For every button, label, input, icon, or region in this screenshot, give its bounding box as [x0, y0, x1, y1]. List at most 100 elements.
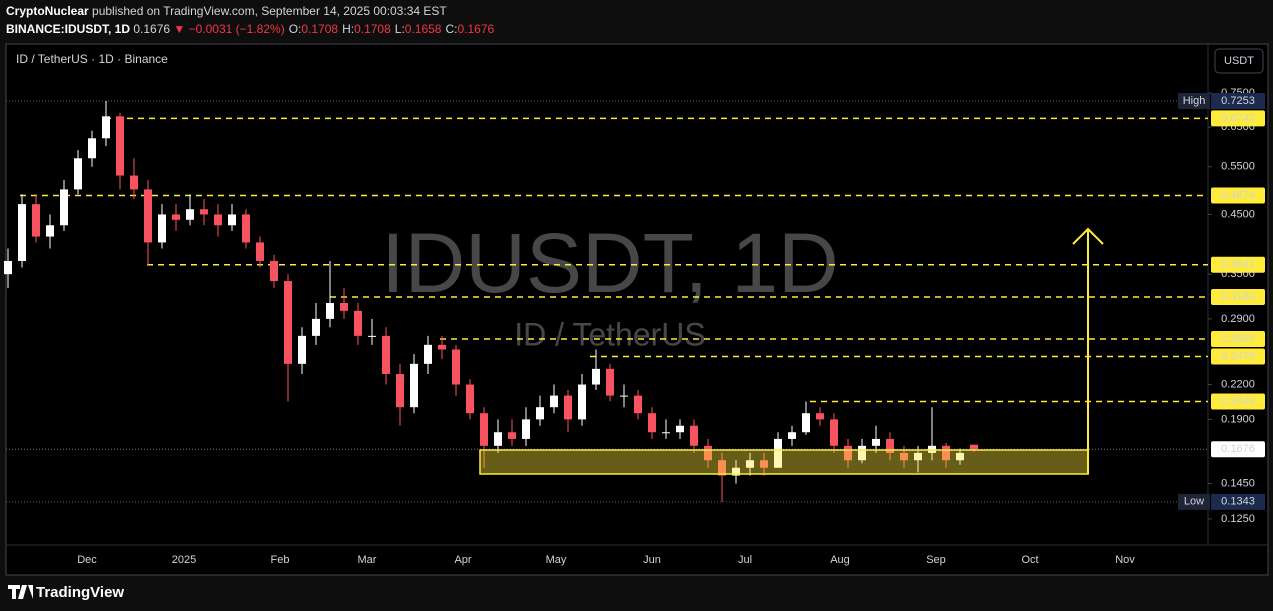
candle-body: [480, 413, 488, 446]
price-axis: 0.75000.65000.55000.45000.35000.29000.22…: [77, 87, 1265, 566]
candle-body: [130, 175, 138, 190]
author: CryptoNuclear: [6, 4, 89, 18]
level-label: 0.2475: [1221, 350, 1255, 362]
level-badge: [1211, 288, 1265, 305]
candle-body: [32, 204, 40, 237]
y-tick-label: 0.4500: [1221, 208, 1255, 220]
ohlc-key: O:: [289, 22, 302, 36]
candle-body: [396, 373, 404, 408]
x-tick-label: 2025: [172, 554, 196, 566]
candle-body: [634, 395, 642, 414]
candle-body: [858, 445, 866, 461]
ohlc-key: C:: [445, 22, 457, 36]
logo-mark: [8, 585, 33, 599]
extreme-tag: [1178, 493, 1210, 510]
x-tick-label: Oct: [1021, 554, 1038, 566]
candle-body: [900, 452, 908, 461]
brand: TradingView: [36, 584, 124, 601]
candle-body: [284, 281, 292, 364]
level-badge: [1211, 348, 1265, 365]
candle-body: [186, 209, 194, 220]
y-tick-label: 0.1900: [1221, 413, 1255, 425]
candle-body: [690, 425, 698, 446]
candle-body: [648, 413, 656, 433]
candle-body: [620, 395, 628, 397]
candle-body: [564, 395, 572, 420]
level-badge: [1211, 256, 1265, 273]
published: published on TradingView.com, September …: [92, 4, 447, 18]
header-line-2: BINANCE:IDUSDT, 1D 0.1676 ▼ −0.0031 (−1.…: [6, 22, 495, 36]
level-label: 0.2665: [1221, 333, 1255, 345]
candle-body: [312, 318, 320, 336]
candle-body: [942, 445, 950, 461]
candle-body: [844, 445, 852, 461]
candle-body: [816, 413, 824, 420]
candle-body: [802, 413, 810, 433]
last: 0.1676: [133, 22, 170, 36]
ohlc-value: 0.1658: [405, 22, 442, 36]
candle-body: [676, 425, 684, 433]
level-label: 0.3641: [1221, 259, 1255, 271]
extreme-value: 0.1343: [1221, 496, 1255, 508]
header-line-1: CryptoNuclear published on TradingView.c…: [6, 4, 447, 18]
candle-body: [592, 368, 600, 385]
candle-body: [116, 116, 124, 176]
watermark-sub: ID / TetherUS: [514, 316, 705, 352]
level-badge: [1211, 110, 1265, 127]
symbol: BINANCE:IDUSDT, 1D: [6, 22, 130, 36]
x-tick-label: Apr: [454, 554, 471, 566]
candle-body: [410, 363, 418, 408]
candle-body: [340, 303, 348, 311]
current-price: 0.1676: [1221, 443, 1255, 455]
candle-body: [438, 344, 446, 350]
currency-button[interactable]: [1214, 48, 1264, 74]
candle-body: [158, 214, 166, 243]
candle-body: [228, 214, 236, 226]
candle-body: [326, 303, 334, 319]
candle-body: [256, 242, 264, 261]
candle-body: [508, 432, 516, 439]
candle-body: [354, 310, 362, 336]
extreme-tag: [1178, 92, 1210, 109]
level-label: 0.2049: [1221, 395, 1255, 407]
change: ▼ −0.0031 (−1.82%): [173, 22, 284, 36]
candle-body: [788, 432, 796, 439]
level-label: 0.3180: [1221, 291, 1255, 303]
x-tick-label: Mar: [358, 554, 377, 566]
candle-body: [298, 335, 306, 364]
chart-legend: ID / TetherUS · 1D · Binance: [16, 52, 168, 66]
x-tick-label: Dec: [77, 554, 97, 566]
candle-body: [200, 209, 208, 215]
candle-body: [830, 419, 838, 446]
x-tick-label: Jul: [738, 554, 752, 566]
x-tick-label: Sep: [926, 554, 946, 566]
support-zone: [479, 449, 1089, 475]
x-tick-label: Feb: [271, 554, 290, 566]
ohlc-key: H:: [342, 22, 354, 36]
y-tick-label: 0.2200: [1221, 378, 1255, 390]
candle-body: [88, 138, 96, 159]
level-label: 0.4874: [1221, 189, 1255, 201]
candle-body: [886, 438, 894, 453]
candle-body: [60, 189, 68, 226]
extreme-value: 0.7253: [1221, 95, 1255, 107]
candle-body: [172, 214, 180, 220]
candle-body: [774, 438, 782, 468]
candle-body: [956, 452, 964, 461]
candle-body: [536, 407, 544, 420]
chart-panel: [5, 43, 1269, 576]
candle-body: [424, 344, 432, 364]
x-tick-label: Aug: [830, 554, 850, 566]
extreme-tag-label: Low: [1184, 496, 1204, 508]
candle-body: [382, 335, 390, 374]
ohlc-value: 0.1708: [354, 22, 391, 36]
candle-body: [368, 335, 376, 337]
candle-body: [760, 460, 768, 468]
ohlc-value: 0.1676: [457, 22, 494, 36]
candle-body: [578, 384, 586, 420]
y-tick-label: 0.5500: [1221, 161, 1255, 173]
current-badge: [1211, 441, 1265, 458]
candle-body: [606, 368, 614, 396]
y-tick-label: 0.1250: [1221, 513, 1255, 525]
